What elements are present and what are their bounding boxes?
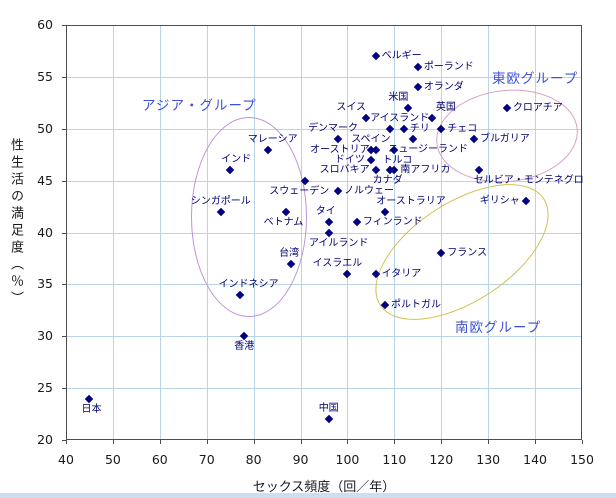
data-point-label: 南アフリカ: [400, 164, 451, 176]
x-axis-tick: [300, 440, 302, 444]
data-point-label: ポルトガル: [390, 299, 441, 311]
data-point-label: ベトナム: [263, 216, 304, 228]
data-point-label: フィンランド: [362, 216, 423, 228]
data-point-label: ポーランド: [423, 61, 474, 72]
horizontal-gridline: [67, 388, 581, 390]
window-bottom-edge: [0, 493, 616, 498]
data-point-label: インドネシア: [218, 278, 279, 290]
x-tick-label: 140: [523, 452, 548, 467]
data-point-label: スペイン: [351, 133, 391, 145]
data-point-label: デンマーク: [308, 123, 359, 135]
x-tick-label: 120: [429, 452, 454, 467]
data-point-label: 英国: [435, 102, 456, 114]
horizontal-gridline: [67, 76, 581, 78]
x-axis-tick: [253, 440, 255, 444]
x-tick-label: 40: [58, 452, 74, 467]
data-point-label: アイスランド: [370, 112, 430, 124]
data-point-label: クロアチア: [512, 102, 563, 114]
data-point-label: トルコ: [382, 154, 413, 166]
x-axis-tick: [206, 440, 208, 444]
data-point-label: ベルギー: [381, 50, 422, 62]
y-tick-label: 35: [37, 276, 53, 292]
x-axis-tick: [535, 440, 537, 444]
x-axis-tick: [347, 440, 349, 444]
data-point-label: スウェーデン: [269, 185, 330, 197]
x-tick-label: 60: [151, 452, 168, 467]
y-axis-tick: [62, 232, 66, 234]
data-point-label: オーストリア: [310, 144, 370, 155]
x-axis-tick: [159, 440, 161, 444]
data-point-label: ドイツ: [334, 154, 365, 166]
x-tick-label: 70: [198, 452, 215, 467]
horizontal-gridline: [67, 180, 581, 182]
y-tick-label: 30: [37, 328, 53, 344]
y-tick-label: 40: [37, 224, 53, 240]
x-axis-tick: [112, 440, 114, 444]
x-axis-tick: [582, 440, 583, 444]
data-point-label: タイ: [315, 206, 336, 218]
x-tick-label: 80: [245, 452, 262, 467]
horizontal-gridline: [67, 284, 581, 286]
data-point-label: インド: [221, 154, 252, 166]
data-point-label: ニュージーランド: [388, 144, 469, 156]
data-point-label: イスラエル: [312, 258, 363, 269]
y-axis-tick: [62, 388, 66, 390]
data-point-label: ブルガリア: [480, 133, 530, 145]
data-point-label: マレーシア: [247, 133, 298, 145]
x-axis-tick: [441, 440, 443, 444]
horizontal-gridline: [67, 128, 581, 130]
data-point-label: 日本: [81, 403, 102, 415]
y-axis-tick: [62, 180, 66, 182]
data-point-label: カナダ: [372, 175, 403, 187]
y-axis-tick: [62, 284, 66, 286]
y-tick-label: 20: [37, 431, 53, 447]
y-tick-label: 50: [37, 120, 53, 136]
horizontal-gridline: [67, 232, 581, 234]
y-axis-tick: [62, 25, 66, 26]
data-point-label: スロバキア: [319, 164, 370, 176]
y-tick-label: 45: [37, 172, 53, 188]
data-point-label: 台湾: [279, 247, 300, 259]
y-tick-label: 25: [37, 380, 53, 396]
data-point-label: スイス: [336, 102, 367, 114]
data-point-label: ノルウェー: [344, 185, 395, 197]
horizontal-gridline: [67, 336, 581, 338]
data-point-label: フランス: [447, 247, 488, 259]
group-label: 南欧グループ: [455, 320, 542, 336]
x-tick-label: 50: [104, 452, 121, 467]
x-tick-label: 130: [476, 452, 501, 467]
group-label: アジア・グループ: [142, 98, 257, 114]
group-label: 東欧グループ: [492, 71, 579, 87]
data-point-label: オーストラリア: [376, 195, 446, 207]
data-point-label: イタリア: [381, 268, 422, 280]
x-axis-tick: [66, 440, 67, 444]
data-point-label: ギリシャ: [479, 195, 520, 207]
data-point-label: シンガポール: [190, 195, 251, 207]
y-tick-label: 60: [37, 16, 53, 32]
x-tick-label: 100: [335, 452, 360, 467]
x-tick-label: 90: [292, 452, 309, 467]
x-tick-label: 150: [570, 452, 594, 467]
data-point-label: 中国: [318, 403, 339, 415]
x-tick-label: 110: [382, 452, 407, 467]
data-point-label: オランダ: [423, 81, 464, 93]
data-point-label: セルビア・モンテネグロ: [473, 175, 584, 187]
x-axis-title: セックス頻度（回／年）: [252, 480, 396, 495]
data-point-label: 米国: [388, 92, 409, 103]
data-point-label: チェコ: [447, 123, 478, 135]
data-point-label: 香港: [234, 341, 255, 353]
y-axis-tick: [62, 128, 66, 130]
data-point-label: チリ: [409, 123, 430, 135]
y-axis-title: 性生活の満足度（％）: [8, 137, 23, 308]
y-axis-tick: [62, 76, 66, 78]
x-axis-tick: [394, 440, 396, 444]
y-tick-label: 55: [37, 68, 53, 84]
y-axis-tick: [62, 440, 66, 441]
group-ellipse: [191, 117, 307, 317]
data-point-label: アイルランド: [308, 237, 369, 249]
y-axis-tick: [62, 336, 66, 338]
x-axis-tick: [488, 440, 490, 444]
